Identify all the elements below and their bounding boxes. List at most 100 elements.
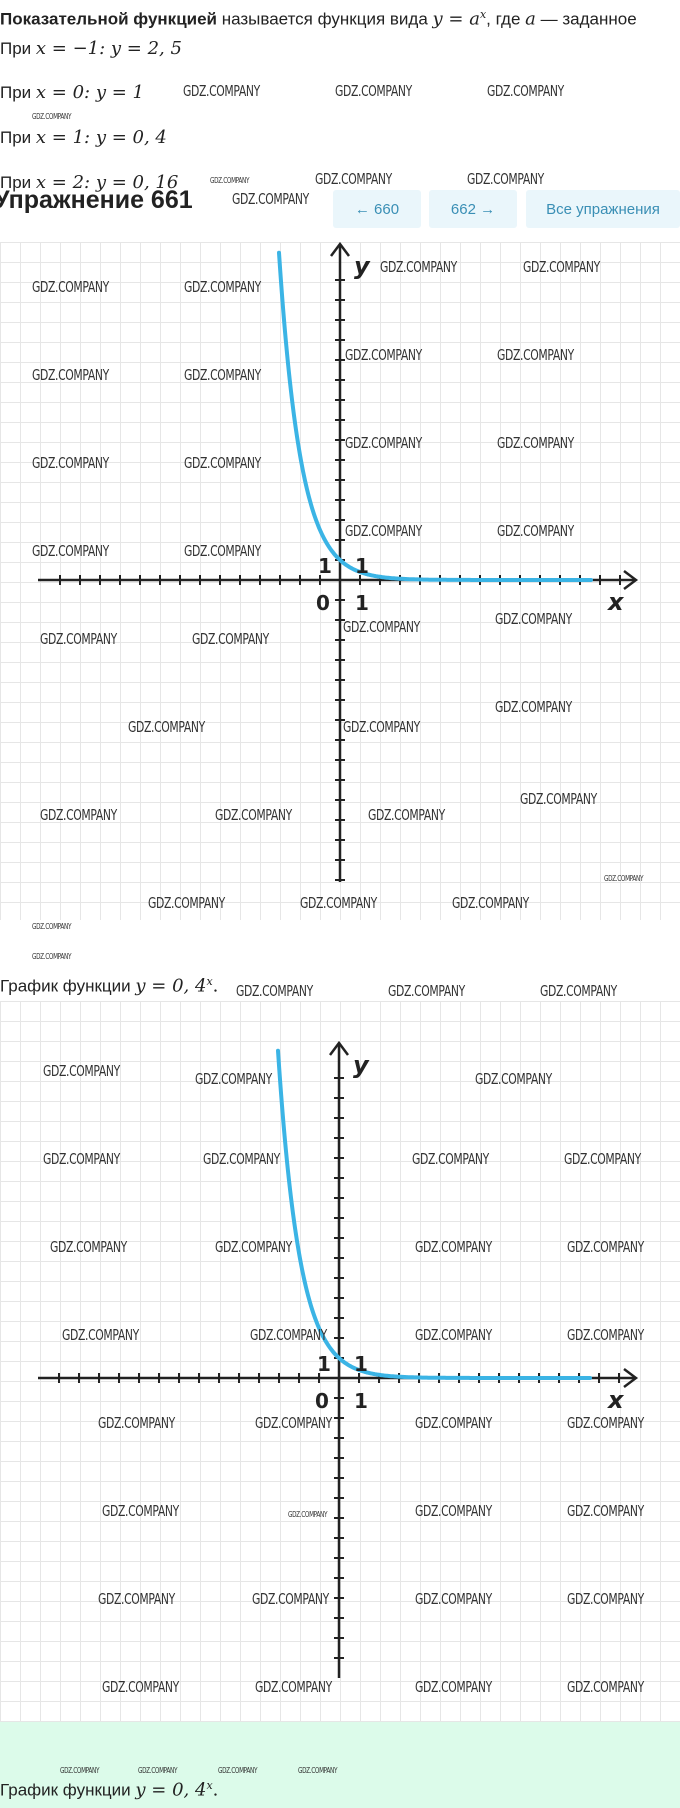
watermark: GDZ.COMPANY xyxy=(184,542,261,560)
caption-exp: x xyxy=(206,975,213,988)
caption-exp: x xyxy=(206,1779,213,1792)
watermark: GDZ.COMPANY xyxy=(60,1766,100,1775)
value-math: x = 0: y = 1 xyxy=(35,82,144,103)
definition-text: Показательной функцией называется функци… xyxy=(0,8,637,30)
watermark: GDZ.COMPANY xyxy=(184,278,261,296)
prev-exercise-button[interactable]: ← 660 xyxy=(333,190,421,228)
caption-prefix: График функции xyxy=(0,976,136,996)
watermark: GDZ.COMPANY xyxy=(43,1062,120,1080)
exercise-title: Упражнение 661 xyxy=(0,186,193,214)
watermark: GDZ.COMPANY xyxy=(298,1766,338,1775)
value-row: При x = 1: y = 0, 4 xyxy=(0,127,167,148)
answer-footer xyxy=(0,1722,680,1808)
value-row: При x = −1: y = 2, 5 xyxy=(0,38,182,59)
value-math: x = −1: y = 2, 5 xyxy=(35,38,182,59)
watermark: GDZ.COMPANY xyxy=(288,1510,328,1519)
definition-rest: , где xyxy=(486,9,526,29)
watermark: GDZ.COMPANY xyxy=(487,82,564,100)
x-axis-arrow-icon xyxy=(623,1368,639,1388)
watermark: GDZ.COMPANY xyxy=(250,1326,327,1344)
watermark: GDZ.COMPANY xyxy=(497,434,574,452)
watermark: GDZ.COMPANY xyxy=(564,1150,641,1168)
watermark: GDZ.COMPANY xyxy=(343,618,420,636)
definition-formula: y = a xyxy=(432,8,480,30)
watermark: GDZ.COMPANY xyxy=(32,542,109,560)
watermark: GDZ.COMPANY xyxy=(415,1326,492,1344)
watermark: GDZ.COMPANY xyxy=(567,1678,644,1696)
caption-dot: . xyxy=(212,975,219,997)
watermark: GDZ.COMPANY xyxy=(128,718,205,736)
watermark: GDZ.COMPANY xyxy=(252,1590,329,1608)
watermark: GDZ.COMPANY xyxy=(345,434,422,452)
function-curve xyxy=(276,1048,592,1380)
value-prefix: При xyxy=(0,39,36,58)
watermark: GDZ.COMPANY xyxy=(467,170,544,188)
watermark: GDZ.COMPANY xyxy=(192,630,269,648)
definition-exp: x xyxy=(479,8,487,21)
watermark: GDZ.COMPANY xyxy=(567,1590,644,1608)
value-row: При x = 0: y = 1 xyxy=(0,82,144,103)
value-row: При x = 2: y = 0, 16 xyxy=(0,172,178,193)
caption-1: График функции y = 0, 4x. xyxy=(0,975,218,997)
caption-dot: . xyxy=(212,1779,219,1801)
watermark: GDZ.COMPANY xyxy=(184,366,261,384)
watermark: GDZ.COMPANY xyxy=(138,1766,178,1775)
coordinate-plane: xy1 10 1 xyxy=(38,1040,639,1678)
origin-label: 0 xyxy=(316,591,330,615)
y-unit-label: 1 xyxy=(317,1352,331,1376)
value-math: x = 2: y = 0, 16 xyxy=(35,172,179,193)
watermark: GDZ.COMPANY xyxy=(567,1238,644,1256)
watermark: GDZ.COMPANY xyxy=(195,1070,272,1088)
watermark: GDZ.COMPANY xyxy=(540,982,617,1000)
watermark: GDZ.COMPANY xyxy=(345,346,422,364)
definition-tail: — заданное xyxy=(535,9,637,29)
watermark: GDZ.COMPANY xyxy=(368,806,445,824)
watermark: GDZ.COMPANY xyxy=(495,610,572,628)
next-exercise-button[interactable]: 662 → xyxy=(429,190,517,228)
all-exercises-button[interactable]: Все упражнения xyxy=(526,190,680,228)
definition-body: называется функция вида xyxy=(217,9,433,29)
watermark: GDZ.COMPANY xyxy=(232,190,309,208)
watermark: GDZ.COMPANY xyxy=(335,82,412,100)
watermark: GDZ.COMPANY xyxy=(43,1150,120,1168)
watermark: GDZ.COMPANY xyxy=(32,454,109,472)
watermark: GDZ.COMPANY xyxy=(183,82,260,100)
y-axis-label: y xyxy=(354,252,371,280)
watermark: GDZ.COMPANY xyxy=(210,176,250,185)
watermark: GDZ.COMPANY xyxy=(218,1766,258,1775)
watermark: GDZ.COMPANY xyxy=(32,278,109,296)
x-unit-label: 1 xyxy=(355,554,369,578)
watermark: GDZ.COMPANY xyxy=(102,1678,179,1696)
watermark: GDZ.COMPANY xyxy=(415,1678,492,1696)
watermark: GDZ.COMPANY xyxy=(255,1414,332,1432)
value-prefix: При xyxy=(0,128,36,147)
y-axis-arrow-icon xyxy=(330,242,350,257)
watermark: GDZ.COMPANY xyxy=(32,112,72,121)
coordinate-plane: xy1 10 1 xyxy=(38,242,639,882)
watermark: GDZ.COMPANY xyxy=(412,1150,489,1168)
watermark: GDZ.COMPANY xyxy=(148,894,225,912)
watermark: GDZ.COMPANY xyxy=(98,1414,175,1432)
x-axis-label: x xyxy=(607,588,625,616)
caption-2: График функции y = 0, 4x. xyxy=(0,1779,218,1801)
watermark: GDZ.COMPANY xyxy=(62,1326,139,1344)
function-curve xyxy=(277,250,593,582)
watermark: GDZ.COMPANY xyxy=(380,258,457,276)
watermark: GDZ.COMPANY xyxy=(497,346,574,364)
y-unit-label: 1 xyxy=(318,554,332,578)
watermark: GDZ.COMPANY xyxy=(40,806,117,824)
watermark: GDZ.COMPANY xyxy=(415,1502,492,1520)
x-unit-label-below: 1 xyxy=(355,591,369,615)
watermark: GDZ.COMPANY xyxy=(315,170,392,188)
watermark: GDZ.COMPANY xyxy=(567,1326,644,1344)
watermark: GDZ.COMPANY xyxy=(184,454,261,472)
watermark: GDZ.COMPANY xyxy=(215,806,292,824)
watermark: GDZ.COMPANY xyxy=(415,1238,492,1256)
watermark: GDZ.COMPANY xyxy=(32,952,72,961)
watermark: GDZ.COMPANY xyxy=(523,258,600,276)
watermark: GDZ.COMPANY xyxy=(495,698,572,716)
watermark: GDZ.COMPANY xyxy=(300,894,377,912)
watermark: GDZ.COMPANY xyxy=(388,982,465,1000)
y-axis-label: y xyxy=(353,1051,370,1079)
